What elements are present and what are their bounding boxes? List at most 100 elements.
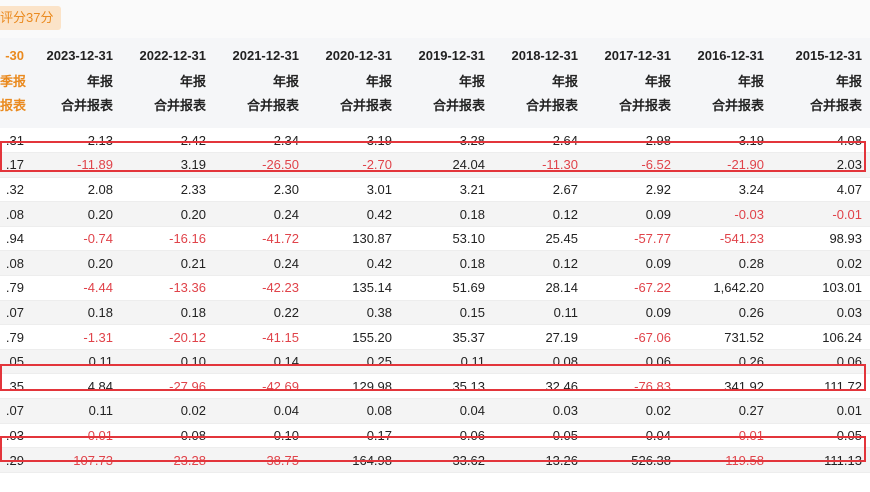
header-spacer — [493, 116, 586, 128]
column-header-type: 合并报表 — [28, 92, 121, 116]
table-cell: -21.90 — [679, 152, 772, 178]
column-header-period: 年报 — [772, 68, 870, 92]
table-cell: 0.01 — [772, 398, 870, 424]
table-row: .32 2.08 2.33 2.30 3.01 3.21 2.67 2.92 3.24 4.07 — [0, 177, 870, 203]
table-cell: 0.02 — [121, 398, 214, 424]
table-body: .31 2.13 2.42 2.34 3.19 3.28 2.64 2.98 3.19 4.08.… — [0, 128, 870, 473]
table-cell: .08 — [0, 201, 28, 227]
table-cell: 526.38 — [586, 447, 679, 473]
table-cell: 2.92 — [586, 177, 679, 203]
column-header-date[interactable]: 2017-12-31 — [586, 38, 679, 68]
table-cell: 0.15 — [400, 300, 493, 326]
table-cell: 0.03 — [493, 398, 586, 424]
column-header-type: 合并报表 — [586, 92, 679, 116]
table-cell: .07 — [0, 398, 28, 424]
column-header-date[interactable]: 2022-12-31 — [121, 38, 214, 68]
column-header-date[interactable]: -30 — [0, 38, 28, 68]
table-cell: 3.01 — [307, 177, 400, 203]
column-header-type: 合并报表 — [307, 92, 400, 116]
table-cell: 0.04 — [214, 398, 307, 424]
header-spacer — [586, 116, 679, 128]
table-cell: 25.45 — [493, 226, 586, 252]
table-cell: 0.18 — [28, 300, 121, 326]
column-header-date[interactable]: 2021-12-31 — [214, 38, 307, 68]
table-row: .08 0.20 0.20 0.24 0.42 0.18 0.12 0.09 -0.03 -0.0… — [0, 201, 870, 227]
column-header-date[interactable]: 2019-12-31 — [400, 38, 493, 68]
table-cell: 129.98 — [307, 373, 400, 400]
table-cell: 32.46 — [493, 373, 586, 400]
table-cell: .29 — [0, 447, 28, 473]
table-cell: 2.08 — [28, 177, 121, 203]
column-header-type: 合并报表 — [679, 92, 772, 116]
table-cell: -11.89 — [28, 152, 121, 178]
table-cell: -26.50 — [214, 152, 307, 178]
table-cell: .79 — [0, 275, 28, 301]
table-cell: 0.02 — [586, 398, 679, 424]
table-row: .31 2.13 2.42 2.34 3.19 3.28 2.64 2.98 3.19 4.08 — [0, 128, 870, 154]
table-cell: -20.12 — [121, 324, 214, 350]
table-cell: 4.08 — [772, 128, 870, 154]
table-cell: 155.20 — [307, 324, 400, 350]
header-spacer — [28, 116, 121, 128]
table-cell: -0.03 — [679, 201, 772, 227]
table-cell: 0.18 — [400, 201, 493, 227]
column-header-type: 合并报表 — [121, 92, 214, 116]
table-cell: -16.16 — [121, 226, 214, 252]
table-cell: -38.75 — [214, 447, 307, 473]
column-header-period: 年报 — [28, 68, 121, 92]
table-cell: 0.27 — [679, 398, 772, 424]
header-spacer — [0, 116, 28, 128]
table-cell: 0.18 — [400, 250, 493, 277]
table-cell: 0.12 — [493, 250, 586, 277]
table-cell: 24.04 — [400, 152, 493, 178]
table-cell: -41.15 — [214, 324, 307, 350]
table-cell: 51.69 — [400, 275, 493, 301]
column-header-period: 年报 — [679, 68, 772, 92]
table-cell: 0.11 — [493, 300, 586, 326]
table-cell: 0.11 — [28, 398, 121, 424]
table-cell: .79 — [0, 324, 28, 350]
table-cell: -42.69 — [214, 373, 307, 400]
column-header-date[interactable]: 2023-12-31 — [28, 38, 121, 68]
table-cell: 2.67 — [493, 177, 586, 203]
column-header-date[interactable]: 2015-12-31 — [772, 38, 870, 68]
table-cell: 0.21 — [121, 250, 214, 277]
table-cell: 0.20 — [28, 201, 121, 227]
table-cell: 130.87 — [307, 226, 400, 252]
table-cell: 0.02 — [772, 250, 870, 277]
table-row: .07 0.18 0.18 0.22 0.38 0.15 0.11 0.09 0.26 0.03 — [0, 300, 870, 326]
table-cell: 0.08 — [307, 398, 400, 424]
table-cell: 3.24 — [679, 177, 772, 203]
column-header-period: 年报 — [586, 68, 679, 92]
table-cell: 0.14 — [214, 349, 307, 375]
table-cell: -57.77 — [586, 226, 679, 252]
column-header-date[interactable]: 2018-12-31 — [493, 38, 586, 68]
table-row: .79 -1.31 -20.12 -41.15 155.20 35.37 27.19 -67.… — [0, 324, 870, 350]
table-cell: -0.01 — [679, 423, 772, 449]
table-cell: .03 — [0, 423, 28, 449]
table-cell: -41.72 — [214, 226, 307, 252]
table-cell: -0.01 — [772, 201, 870, 227]
table-cell: .94 — [0, 226, 28, 252]
table-cell: 0.03 — [772, 300, 870, 326]
table-cell: 135.14 — [307, 275, 400, 301]
table-row: .35 4.84 -27.96 -42.69 129.98 35.13 32.46 -76.8… — [0, 373, 870, 400]
table-cell: 0.11 — [400, 349, 493, 375]
column-header-period: 年报 — [214, 68, 307, 92]
table-cell: 0.10 — [121, 349, 214, 375]
table-cell: 341.92 — [679, 373, 772, 400]
table-cell: 28.14 — [493, 275, 586, 301]
score-badge[interactable]: 评分37分 — [0, 6, 62, 30]
table-cell: 0.42 — [307, 201, 400, 227]
table-cell: -27.96 — [121, 373, 214, 400]
table-cell: -67.22 — [586, 275, 679, 301]
table-cell: 27.19 — [493, 324, 586, 350]
table-cell: 3.21 — [400, 177, 493, 203]
column-header-type: 合并报表 — [493, 92, 586, 116]
table-row: .79 -4.44 -13.36 -42.23 135.14 51.69 28.14 -67.… — [0, 275, 870, 301]
column-header-date[interactable]: 2020-12-31 — [307, 38, 400, 68]
table-cell: 2.13 — [28, 128, 121, 154]
table-cell: -1.31 — [28, 324, 121, 350]
column-header-date[interactable]: 2016-12-31 — [679, 38, 772, 68]
column-header-period: 年报 — [493, 68, 586, 92]
